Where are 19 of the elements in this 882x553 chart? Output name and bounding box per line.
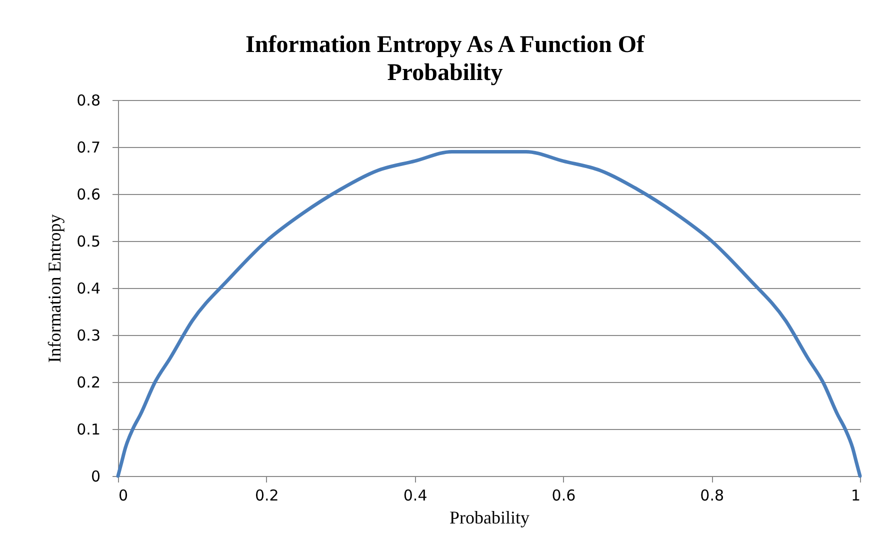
y-tick-label: 0.4 — [76, 280, 100, 298]
x-tick-label: 0.6 — [552, 486, 576, 504]
x-axis-title: Probability — [450, 508, 530, 528]
y-axis-title: Information Entropy — [44, 214, 65, 363]
x-tick-label: 0.8 — [700, 486, 724, 504]
line-series — [116, 150, 862, 478]
y-tick-label: 0.2 — [76, 374, 100, 392]
x-tick-label: 0.4 — [403, 486, 428, 504]
y-tick-label: 0.7 — [76, 138, 100, 156]
y-tick-label: 0 — [90, 468, 100, 486]
x-tick-label: 0 — [118, 486, 128, 504]
y-tick-label: 0.3 — [76, 326, 100, 344]
x-tick-label: 1 — [850, 486, 860, 504]
y-tick-label: 0.1 — [76, 420, 100, 438]
chart-title: Information Entropy As A Function Of Probability — [246, 32, 646, 86]
x-tick-label: 0.2 — [254, 486, 279, 504]
y-tick-label: 0.5 — [76, 232, 100, 250]
y-tick-label: 0.6 — [76, 186, 100, 204]
y-tick-label: 0.8 — [76, 92, 100, 110]
